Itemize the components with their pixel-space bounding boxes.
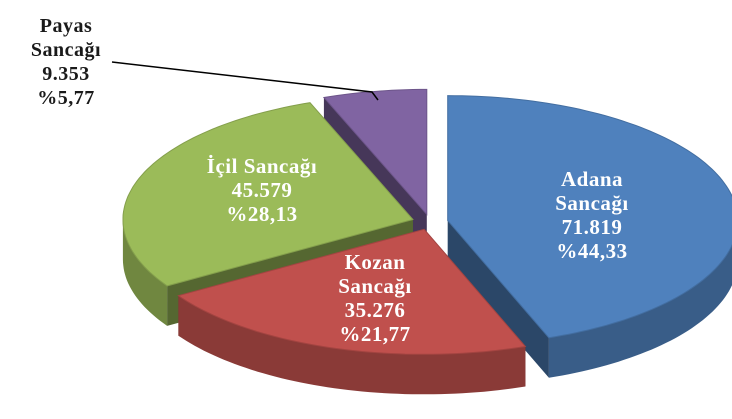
value-label: 35.276 [344,298,406,322]
slice [177,228,527,355]
share-label: %44,33 [556,239,628,263]
slice-side [447,220,549,378]
slice-side [122,219,168,326]
value-label: 45.579 [231,178,293,202]
value-label: 9.353 [42,63,90,85]
leader-line [111,61,379,101]
slice-label: Payas Sancağı 9.353 %5,77 [16,14,116,110]
slice [447,95,732,339]
slice-label: Kozan Sancağı 35.276 %21,77 [318,250,433,346]
slice-label: Adana Sancağı 71.819 %44,33 [535,167,650,263]
category-label: İçil Sancağı [206,154,318,178]
share-label: %21,77 [339,322,411,346]
slice-side [178,295,526,395]
value-label: 71.819 [561,215,623,239]
share-label: %5,77 [37,87,95,109]
slice [322,88,428,216]
category-label: Payas Sancağı [30,15,102,61]
category-label: Adana Sancağı [555,167,629,215]
slice-label: İçil Sancağı 45.579 %28,13 [175,154,350,226]
slice-side [548,245,732,378]
share-label: %28,13 [226,202,298,226]
slice [122,102,414,287]
category-label: Kozan Sancağı [338,250,412,298]
